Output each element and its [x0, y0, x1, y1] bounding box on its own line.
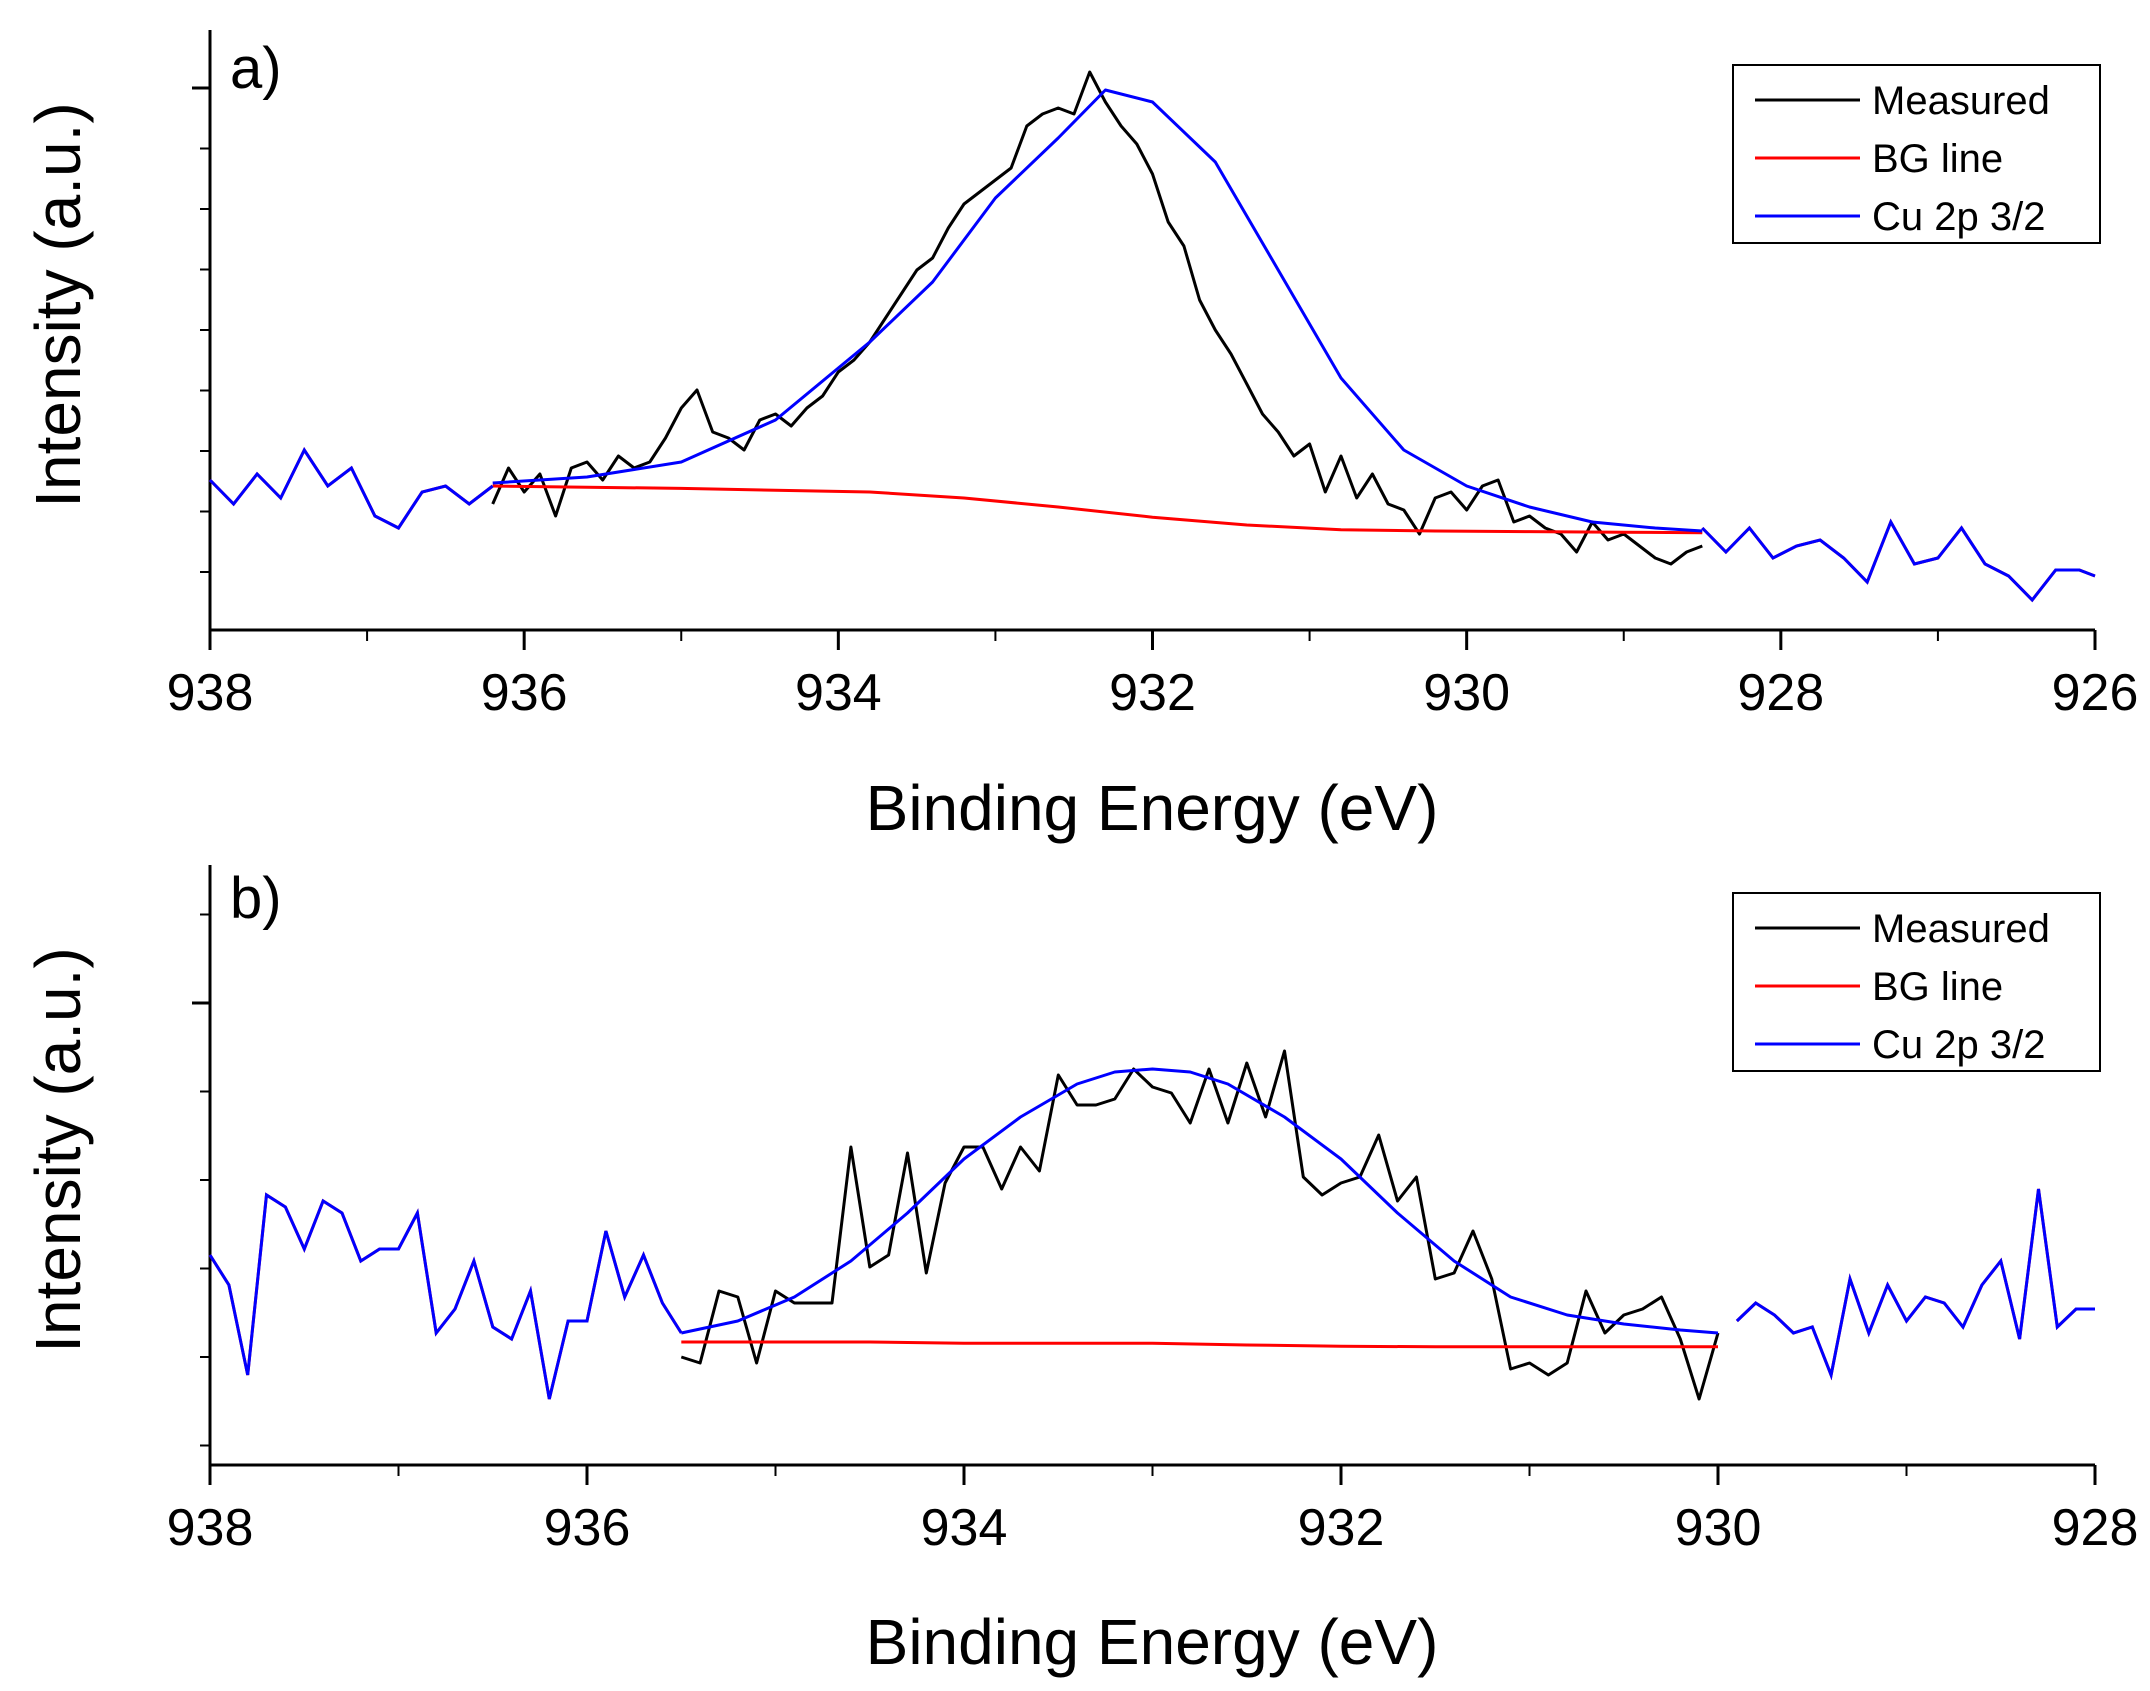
panel-a-legend-label-cu2p: Cu 2p 3/2	[1872, 195, 2045, 239]
panel-b-legend-box	[1732, 892, 2101, 1072]
panel-b-y-axis-title: Intensity (a.u.)	[22, 947, 94, 1353]
panel-a-x-tick-label-932: 932	[1109, 664, 1196, 722]
panel-a-x-tick-label-936: 936	[481, 664, 568, 722]
panel-b-x-tick-label-936: 936	[544, 1499, 631, 1557]
panel-a-series-bg-line	[492, 484, 1703, 535]
panel-a-fit-outside-right	[1701, 518, 2096, 603]
panel-a-legend-label-bg-line: BG line	[1872, 137, 2003, 181]
panel-b-label: b)	[230, 866, 282, 931]
panel-b: 938 936 934 932 930 928 b) Binding Energy (eV…	[22, 865, 2138, 1678]
panel-a-legend: Measured BG line Cu 2p 3/2	[1732, 64, 2101, 244]
panel-a-legend-label-measured: Measured	[1872, 79, 2050, 123]
panel-b-x-tick-label-934: 934	[921, 1499, 1008, 1557]
panel-a: 938 936 934 932 930 928 926 a) Binding Energy …	[22, 30, 2138, 844]
panel-b-x-tick-label-932: 932	[1298, 1499, 1385, 1557]
panel-b-legend-label-bg-line: BG line	[1872, 965, 2003, 1009]
panel-a-fit-outside-left	[208, 446, 494, 530]
panel-b-series	[208, 1049, 2095, 1401]
panel-a-label: a)	[230, 36, 282, 101]
panel-a-series-measured	[491, 70, 1703, 566]
panel-b-x-axis-title: Binding Energy (eV)	[866, 1606, 1439, 1678]
panel-a-x-tick-label-934: 934	[795, 664, 882, 722]
panel-b-fit-outside-right	[1735, 1188, 2095, 1381]
panel-a-series-cu-2p-3-2	[492, 88, 1703, 533]
panel-a-x-tick-label-938: 938	[167, 664, 254, 722]
panel-b-x-tick-label-938: 938	[167, 1499, 254, 1557]
panel-a-series	[208, 70, 2096, 603]
panel-a-y-axis-title: Intensity (a.u.)	[22, 102, 94, 508]
panel-b-bg-outside-left	[208, 1192, 683, 1400]
panel-a-x-tick-label-928: 928	[1737, 664, 1824, 722]
panel-b-series-bg-line	[681, 1340, 1718, 1349]
panel-b-x-tick-label-930: 930	[1675, 1499, 1762, 1557]
panel-a-x-tick-label-926: 926	[2052, 664, 2139, 722]
panel-a-legend-box	[1732, 64, 2101, 244]
panel-b-legend-label-measured: Measured	[1872, 907, 2050, 951]
panel-a-x-tick-label-930: 930	[1423, 664, 1510, 722]
panel-b-x-tick-label-928: 928	[2052, 1499, 2139, 1557]
panel-a-axes: 938 936 934 932 930 928 926	[167, 30, 2139, 722]
panel-b-legend-label-cu2p: Cu 2p 3/2	[1872, 1023, 2045, 1067]
panel-b-series-cu-2p-3-2	[680, 1067, 1719, 1335]
panel-b-axes: 938 936 934 932 930 928	[167, 865, 2139, 1557]
panel-b-legend: Measured BG line Cu 2p 3/2	[1732, 892, 2101, 1072]
panel-b-fit-outside-left	[208, 1192, 683, 1400]
panel-a-x-axis-title: Binding Energy (eV)	[866, 772, 1439, 844]
panel-b-series-measured	[680, 1049, 1720, 1401]
